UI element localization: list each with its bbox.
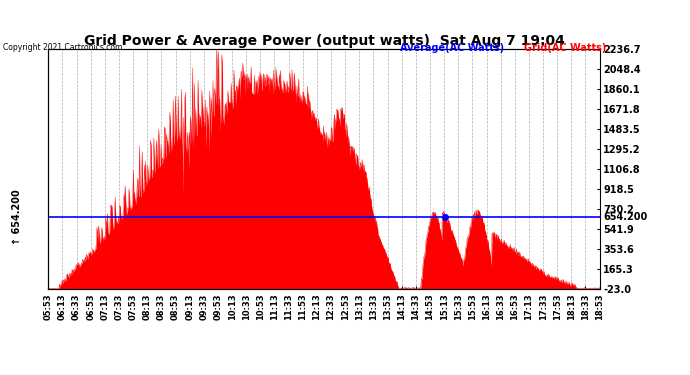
Text: 654.200: 654.200 (604, 212, 648, 222)
Title: Grid Power & Average Power (output watts)  Sat Aug 7 19:04: Grid Power & Average Power (output watts… (84, 34, 564, 48)
Text: Grid(AC Watts): Grid(AC Watts) (524, 43, 607, 53)
Text: Copyright 2021 Cartronics.com: Copyright 2021 Cartronics.com (3, 43, 123, 52)
Text: ↑ 654.200: ↑ 654.200 (12, 189, 22, 245)
Text: Average(AC Watts): Average(AC Watts) (400, 43, 504, 53)
